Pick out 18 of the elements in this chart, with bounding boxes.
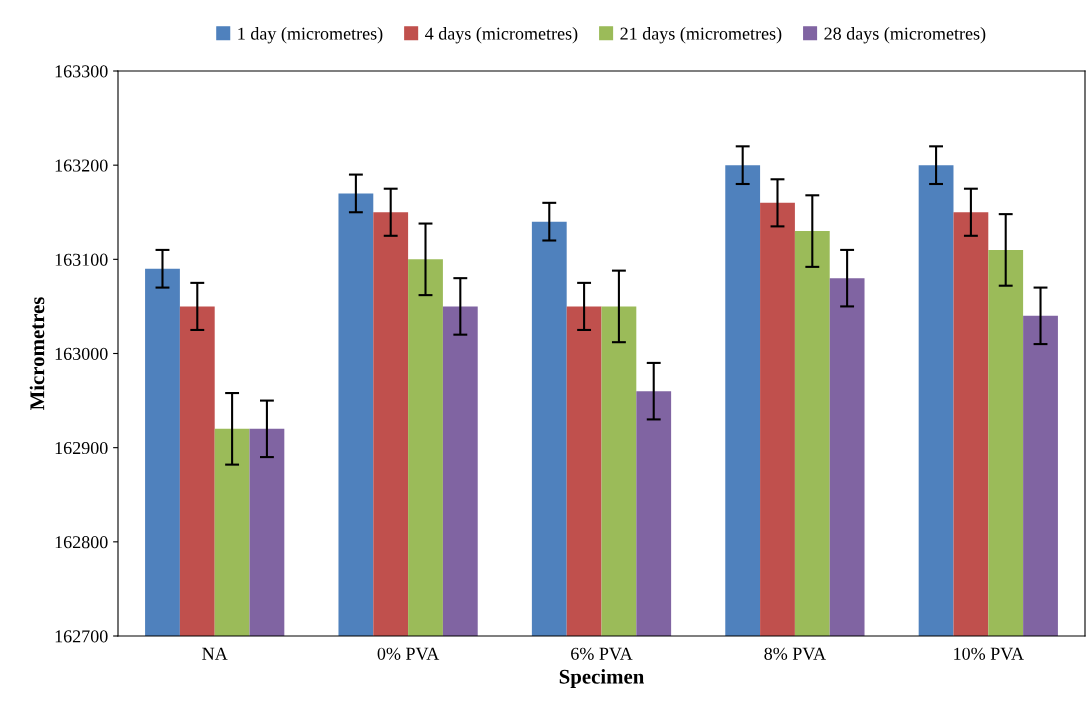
y-tick-label: 163000 [55,347,108,360]
y-tick-label: 162700 [55,630,108,643]
y-tick-label: 163100 [55,253,108,266]
x-tick-label: 10% PVA [954,647,1024,660]
x-tick-label: 0% PVA [377,647,440,660]
y-tick-label: 163300 [55,65,108,78]
y-tick-label: 162900 [55,441,108,455]
x-tick-label: 8% PVA [764,647,826,660]
legend-label: 21 days (micrometres) [620,27,782,44]
legend-label: 28 days (micrometres) [824,27,986,44]
legend-label: 4 days (micrometres) [425,27,578,44]
x-axis-title: Specimen [559,669,645,688]
y-axis-title: Micrometres [29,297,45,411]
y-tick-label: 163200 [55,159,108,172]
x-tick-label: 6% PVA [571,647,633,660]
x-tick-label: NA [202,647,228,660]
legend-label: 1 day (micrometres) [238,27,383,44]
y-tick-label: 162800 [55,536,108,549]
